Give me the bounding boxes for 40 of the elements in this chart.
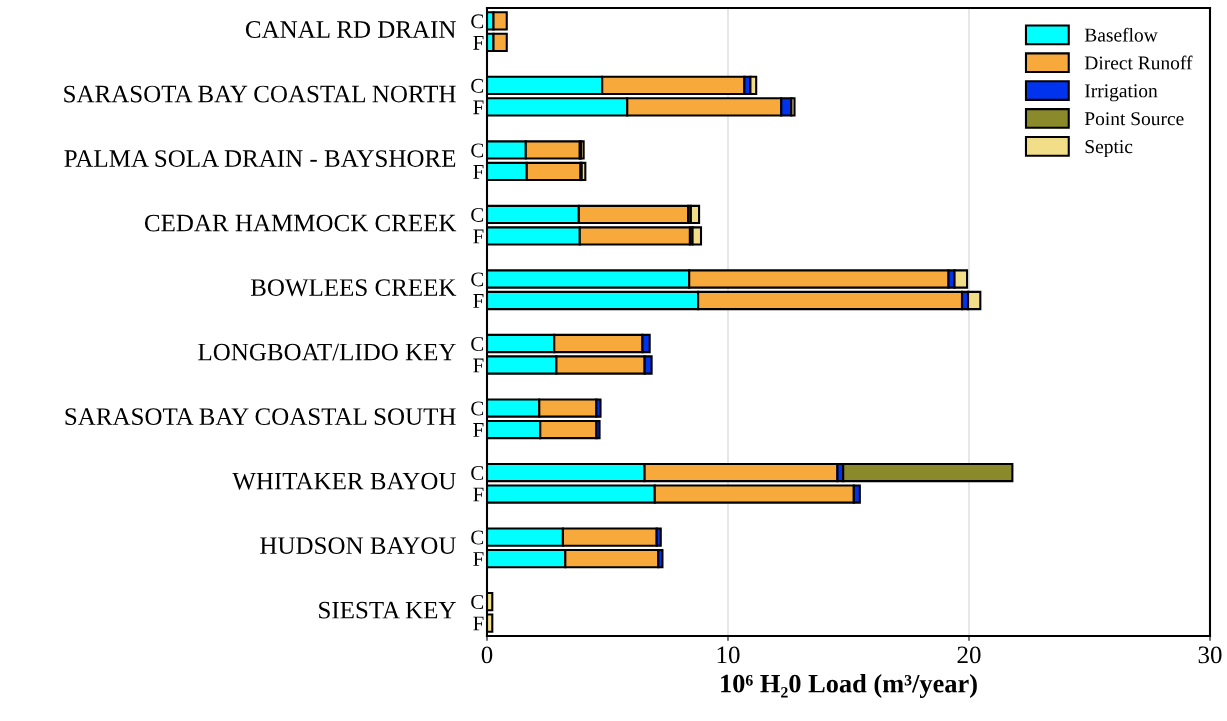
text: BOWLEES CREEK [250, 279, 457, 297]
x-tick-label: 0 [481, 646, 493, 664]
y-tick-label: C [471, 272, 484, 287]
y-tick-label: F [473, 423, 484, 437]
x-tick-label: 20 [957, 646, 981, 664]
y-tick-label: C [471, 78, 484, 93]
text: PALMA SOLA DRAIN - BAYSHORE [64, 150, 456, 167]
text: HUDSON BAYOU [260, 537, 456, 555]
text: SARASOTA BAY COASTAL SOUTH [65, 408, 456, 426]
y-tick-label: F [473, 358, 484, 373]
y-tick-label: C [471, 14, 484, 29]
y-tick-label: F [473, 36, 484, 50]
y-tick-label: F [473, 616, 484, 631]
y-tick-label: C [471, 401, 484, 416]
text: LONGBOAT/LIDO KEY [198, 343, 456, 361]
legend-label: Septic [1085, 140, 1133, 158]
legend-label: Baseflow [1084, 27, 1158, 42]
text: SARASOTA BAY COASTAL NORTH [64, 85, 456, 103]
y-tick-label: C [471, 336, 484, 351]
legend-label: Direct Runoff [1084, 55, 1193, 70]
text: SIESTA KEY [319, 601, 456, 619]
text: CANAL RD DRAIN [245, 21, 456, 38]
legend-label: Point Source [1084, 112, 1184, 126]
y-tick-label: F [473, 294, 484, 308]
y-tick-label: C [471, 595, 484, 610]
x-tick-label: 10 [717, 646, 740, 664]
y-tick-label: F [473, 487, 484, 502]
text: WHITAKER BAYOU [232, 472, 456, 490]
text: CEDAR HAMMOCK CREEK [144, 214, 457, 232]
y-tick-label: F [473, 165, 484, 179]
x-axis-title: 10⁶ H₂0 Load (m³/year) [721, 673, 977, 698]
y-tick-label: C [471, 465, 484, 480]
y-tick-label: C [471, 530, 484, 545]
x-tick-label: 30 [1198, 646, 1222, 664]
y-tick-label: F [473, 552, 484, 566]
legend-label: Irrigation [1085, 84, 1158, 102]
y-tick-label: F [473, 229, 484, 244]
y-tick-label: C [471, 207, 484, 222]
y-tick-label: C [471, 143, 484, 158]
y-tick-label: F [473, 100, 484, 115]
